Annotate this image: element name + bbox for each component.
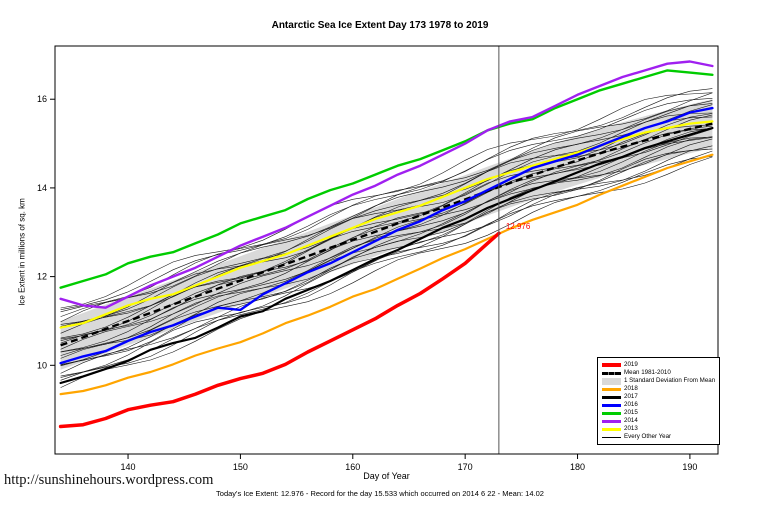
- legend-label: 2013: [624, 425, 638, 432]
- series-line-2014: [59, 60, 714, 309]
- x-tick-label: 170: [458, 462, 473, 472]
- other-year-line: [60, 128, 713, 350]
- legend-swatch-line: [602, 403, 621, 407]
- legend-label: 2015: [624, 409, 638, 416]
- legend-swatch-line: [602, 363, 621, 367]
- y-tick-label: 16: [37, 94, 47, 104]
- legend-entry: 2017: [602, 393, 715, 401]
- legend-label: 2014: [624, 417, 638, 424]
- chart-title: Antarctic Sea Ice Extent Day 173 1978 to…: [271, 20, 489, 31]
- y-tick-label: 10: [37, 360, 47, 370]
- legend-entry: 2013: [602, 425, 715, 433]
- other-year-line: [60, 137, 713, 366]
- annotation-value: 12.976: [505, 222, 531, 232]
- legend-swatch-line: [602, 427, 621, 431]
- legend-entry: 1 Standard Deviation From Mean: [602, 377, 715, 385]
- legend-swatch-line: [602, 436, 621, 438]
- legend-entry: 2016: [602, 401, 715, 409]
- x-tick-label: 180: [570, 462, 585, 472]
- legend-label: 2019: [624, 361, 638, 368]
- other-year-line: [60, 148, 713, 377]
- other-year-line: [60, 128, 713, 353]
- legend: 2019 Mean 1981-2010 1 Standard Deviation F…: [597, 357, 721, 445]
- legend-swatch-line: [602, 387, 621, 391]
- legend-label: 2016: [624, 401, 638, 408]
- other-year-line: [60, 124, 713, 339]
- legend-label: Every Other Year: [624, 433, 672, 440]
- other-year-line: [60, 150, 713, 374]
- other-year-line: [60, 100, 713, 317]
- legend-label: Mean 1981-2010: [624, 369, 671, 376]
- y-tick-label: 14: [37, 183, 47, 193]
- y-axis-label: Ice Extent in millions of sq. km: [17, 198, 27, 306]
- x-tick-label: 160: [345, 462, 360, 472]
- footer-caption: Today's Ice Extent: 12.976 - Record for …: [216, 489, 544, 498]
- series-line-2018: [59, 153, 714, 396]
- legend-label: 1 Standard Deviation From Mean: [624, 377, 716, 384]
- other-year-line: [60, 112, 713, 325]
- legend-entry: 2014: [602, 417, 715, 425]
- legend-entry: Every Other Year: [602, 433, 715, 441]
- series-line-2015: [59, 69, 714, 289]
- legend-entry: 2019: [602, 361, 715, 369]
- legend-label: 2017: [624, 393, 638, 400]
- other-year-line: [60, 98, 713, 310]
- legend-entry: 2018: [602, 385, 715, 393]
- plot-frame: [54, 45, 719, 455]
- x-tick-label: 140: [121, 462, 136, 472]
- legend-swatch-box: [602, 377, 621, 385]
- series-line-2017: [59, 126, 714, 385]
- other-year-line: [60, 156, 713, 378]
- x-tick-label: 150: [233, 462, 248, 472]
- other-year-line: [60, 113, 713, 329]
- legend-swatch-dashed: [602, 371, 621, 375]
- legend-swatch-line: [602, 419, 621, 423]
- legend-entry: Mean 1981-2010: [602, 369, 715, 377]
- y-tick-label: 12: [37, 272, 47, 282]
- series-line-2019: [58, 231, 501, 429]
- other-year-line: [60, 156, 713, 388]
- source-url: http://sunshinehours.wordpress.com: [4, 472, 214, 488]
- legend-swatch-line: [602, 411, 621, 415]
- x-axis-label: Day of Year: [363, 471, 410, 481]
- legend-swatch-line: [602, 395, 621, 399]
- legend-label: 2018: [624, 385, 638, 392]
- x-tick-label: 190: [682, 462, 697, 472]
- series-line-2016: [59, 106, 714, 365]
- other-year-line: [60, 136, 713, 353]
- other-year-line: [60, 92, 713, 323]
- other-year-line: [60, 92, 713, 309]
- other-year-line: [60, 103, 713, 327]
- other-year-line: [60, 145, 713, 381]
- legend-entry: 2015: [602, 409, 715, 417]
- mean-line: [60, 122, 713, 347]
